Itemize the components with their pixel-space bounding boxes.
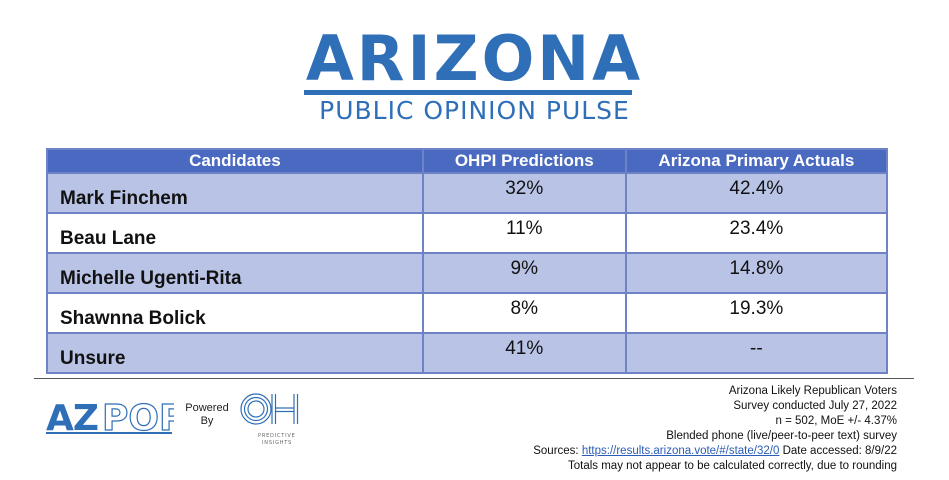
table-row: Unsure 41% -- — [48, 334, 886, 372]
prediction-value: 32% — [423, 174, 625, 212]
prediction-value: 11% — [423, 214, 625, 252]
powered-by-label: Powered By — [185, 402, 229, 427]
actual-value: 14.8% — [626, 254, 886, 292]
sources-link[interactable]: https://results.arizona.vote/#/state/32/… — [581, 445, 780, 457]
column-header-candidates: Candidates — [48, 150, 422, 172]
survey-notes: Arizona Likely Republican Voters Survey … — [467, 384, 897, 474]
actual-value: 23.4% — [626, 214, 886, 252]
table-row: Beau Lane 11% 23.4% — [48, 214, 886, 252]
notes-population: Arizona Likely Republican Voters — [728, 385, 897, 397]
report-title: ARIZONA — [305, 22, 644, 95]
date-accessed: Date accessed: 8/9/22 — [782, 445, 897, 457]
candidate-name: Shawnna Bolick — [48, 294, 422, 332]
table-row: Michelle Ugenti-Rita 9% 14.8% — [48, 254, 886, 292]
svg-text:INSIGHTS: INSIGHTS — [262, 440, 292, 446]
azpop-logo: AZ POP — [46, 397, 174, 436]
column-header-predictions: OHPI Predictions — [423, 150, 625, 172]
column-header-actuals: Arizona Primary Actuals — [626, 150, 886, 172]
prediction-value: 9% — [423, 254, 625, 292]
svg-text:POP: POP — [102, 398, 174, 436]
actual-value: -- — [626, 334, 886, 372]
candidate-name: Unsure — [48, 334, 422, 372]
prediction-value: 8% — [423, 294, 625, 332]
prediction-value: 41% — [423, 334, 625, 372]
oh-predictive-insights-logo: PREDICTIVE INSIGHTS — [240, 393, 299, 446]
candidate-name: Beau Lane — [48, 214, 422, 252]
notes-sample: n = 502, MoE +/- 4.37% — [775, 415, 897, 427]
notes-rounding: Totals may not appear to be calculated c… — [567, 460, 897, 472]
notes-sources: Sources: https://results.arizona.vote/#/… — [467, 444, 897, 459]
candidate-name: Michelle Ugenti-Rita — [48, 254, 422, 292]
footer-divider — [34, 378, 914, 379]
table-row: Mark Finchem 32% 42.4% — [48, 174, 886, 212]
notes-date: Survey conducted July 27, 2022 — [733, 400, 897, 412]
title-underline — [304, 90, 632, 95]
table-header-row: Candidates OHPI Predictions Arizona Prim… — [48, 150, 886, 172]
report-header: ARIZONA PUBLIC OPINION PULSE — [0, 0, 949, 140]
table-row: Shawnna Bolick 8% 19.3% — [48, 294, 886, 332]
svg-text:PREDICTIVE: PREDICTIVE — [258, 433, 296, 439]
report-subtitle: PUBLIC OPINION PULSE — [319, 96, 630, 125]
notes-method: Blended phone (live/peer-to-peer text) s… — [666, 430, 897, 442]
results-table: Candidates OHPI Predictions Arizona Prim… — [46, 148, 888, 374]
actual-value: 42.4% — [626, 174, 886, 212]
svg-text:AZ: AZ — [46, 398, 98, 436]
candidate-name: Mark Finchem — [48, 174, 422, 212]
actual-value: 19.3% — [626, 294, 886, 332]
sources-label: Sources: — [533, 445, 579, 457]
